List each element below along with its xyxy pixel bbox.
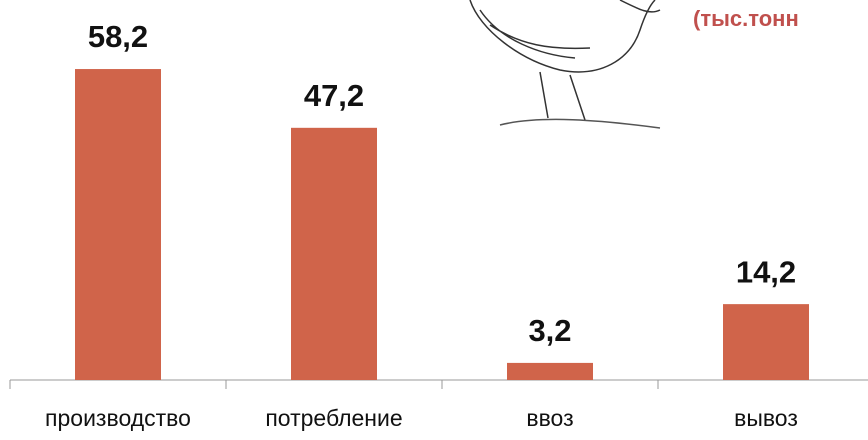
chicken-illustration — [469, 0, 661, 129]
x-tick-label: ввоз — [526, 405, 573, 431]
value-label: 58,2 — [88, 19, 148, 54]
bar — [75, 69, 161, 380]
x-tick-label: производство — [45, 405, 191, 431]
bar — [723, 304, 809, 380]
unit-annotation: (тыс.тонн — [693, 6, 799, 31]
x-tick-label: вывоз — [734, 405, 798, 431]
value-label: 47,2 — [304, 78, 364, 113]
value-label: 3,2 — [528, 313, 571, 348]
value-label: 14,2 — [736, 254, 796, 289]
x-tick-label: потребление — [265, 405, 402, 431]
bar — [507, 362, 593, 380]
bar — [291, 127, 377, 381]
